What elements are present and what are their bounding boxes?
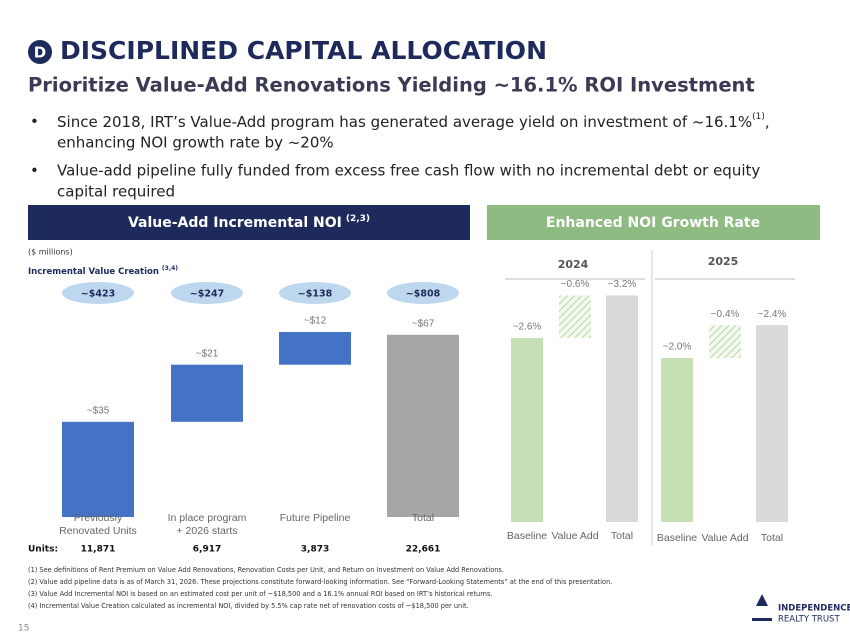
bar (387, 334, 459, 517)
value-creation-label: ~$247 (190, 289, 224, 300)
bar (606, 295, 638, 522)
left-panel-header (28, 205, 470, 240)
footnote: (4) Incremental Value Creation calculate… (28, 602, 469, 610)
bar (279, 332, 351, 365)
left-panel-title-text: Value-Add Incremental NOI (128, 215, 342, 231)
slide-title: DISCIPLINED CAPITAL ALLOCATION (60, 36, 547, 65)
bar (559, 295, 591, 338)
value-creation-label: ~$423 (81, 289, 115, 300)
x-tick-label: Baseline (656, 532, 698, 544)
left-panel-title: Value-Add Incremental NOI (2,3) (128, 214, 370, 232)
data-label: ~3.2% (608, 279, 637, 290)
chart-title: 2024 (558, 258, 589, 271)
creation-label-sup: (3,4) (162, 265, 178, 272)
data-label: ~2.0% (663, 342, 692, 353)
data-label: ~$12 (304, 316, 327, 327)
bar (511, 337, 543, 522)
value-creation-label: ~$138 (298, 289, 333, 300)
x-tick-label: Future Pipeline (279, 512, 351, 524)
x-tick-label: In place program + 2026 starts (167, 512, 247, 537)
left-panel-title-sup: (2,3) (346, 214, 370, 224)
footnote: (2) Value add pipeline data is as of Mar… (28, 578, 612, 586)
units-value: 22,661 (406, 545, 441, 555)
creation-label: Incremental Value Creation (3,4) (28, 265, 178, 277)
bullet-comma: , (765, 113, 770, 131)
units-label: Units: (28, 545, 58, 555)
units-value: 6,917 (193, 545, 221, 555)
badge-letter: D (34, 44, 46, 62)
footnote: (1) See definitions of Rent Premium on V… (28, 566, 504, 574)
data-label: ~$21 (196, 348, 219, 359)
data-label: ~0.4% (711, 309, 740, 320)
slide-subtitle: Prioritize Value-Add Renovations Yieldin… (28, 74, 755, 97)
value-creation-bubble (279, 282, 351, 304)
x-tick-label: Total (411, 512, 435, 524)
x-tick-label: Total (760, 532, 784, 544)
x-tick-label: Total (610, 530, 634, 542)
bar (62, 421, 134, 517)
bullet-text: Since 2018, IRT’s Value-Add program has … (57, 112, 770, 131)
unit-note: ($ millions) (28, 248, 73, 257)
value-creation-bubble (62, 282, 134, 304)
data-label: ~2.6% (513, 322, 542, 333)
bullet-line: enhancing NOI growth rate by ~20% (57, 134, 334, 152)
logo-icon (752, 594, 772, 621)
bar (756, 325, 788, 522)
value-creation-bubble (171, 282, 243, 304)
bar (171, 364, 243, 422)
data-label: ~$67 (412, 318, 435, 329)
x-tick-label: Value Add (551, 530, 599, 542)
page-number: 15 (18, 624, 29, 634)
bullet-sup: (1) (752, 112, 765, 122)
x-tick-label: Value Add (701, 532, 749, 544)
footnote: (3) Value Add Incremental NOI is based o… (28, 590, 493, 598)
bullet-dot: • (30, 113, 39, 131)
units-value: 3,873 (301, 545, 329, 555)
logo-line: REALTY TRUST (778, 615, 840, 625)
value-creation-label: ~$808 (406, 289, 441, 300)
right-panel-title: Enhanced NOI Growth Rate (546, 215, 760, 231)
x-tick-label: Baseline (506, 530, 548, 542)
bar (661, 358, 693, 522)
data-label: ~0.6% (561, 279, 590, 290)
value-creation-bubble (387, 282, 459, 304)
data-label: ~$35 (87, 405, 110, 416)
units-value: 11,871 (81, 545, 116, 555)
bullet-dot: • (30, 162, 39, 180)
x-tick-label: Previously Renovated Units (59, 512, 137, 537)
data-label: ~2.4% (758, 309, 787, 320)
badge (28, 40, 52, 64)
bullet-line: capital required (57, 183, 175, 201)
logo-line: INDEPENDENCE (778, 604, 850, 614)
bar (709, 325, 741, 358)
bullet-line: Value-add pipeline fully funded from exc… (57, 162, 760, 180)
bullet-line: Since 2018, IRT’s Value-Add program has … (57, 113, 752, 131)
chart-title: 2025 (708, 255, 739, 268)
right-panel-header (487, 205, 820, 240)
creation-label-text: Incremental Value Creation (28, 267, 159, 277)
